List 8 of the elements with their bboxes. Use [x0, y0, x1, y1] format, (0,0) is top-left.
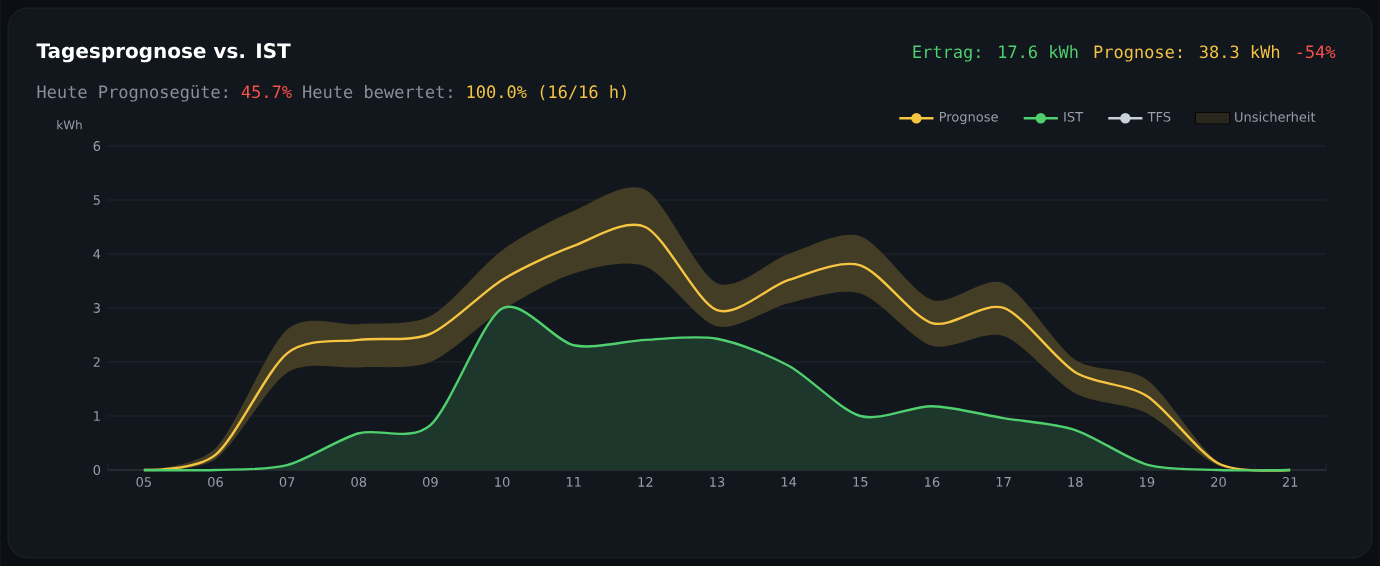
chart-title: Tagesprognose vs. IST [36, 43, 291, 63]
text: Heute Prognosegüte: [37, 85, 227, 102]
text: -54% [1297, 45, 1336, 59]
text: Ertrag: 17.6 kWh [913, 45, 1078, 62]
text: 45.7% [241, 85, 292, 99]
text: Prognose: 38.3 kWh [1094, 45, 1280, 62]
text: 100.0% (16/16 h) [467, 85, 626, 101]
text: Heute bewertet: [303, 85, 452, 99]
